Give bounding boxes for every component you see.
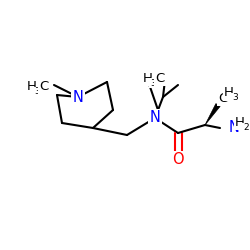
Text: C: C [156,72,164,85]
Text: N: N [228,120,239,136]
Text: H: H [235,116,245,128]
Text: H: H [27,80,37,94]
Text: N: N [150,110,160,126]
Text: N: N [72,90,84,104]
Text: C: C [218,92,228,104]
Text: 3: 3 [34,88,40,96]
Text: 3: 3 [232,94,238,102]
Polygon shape [205,104,220,125]
Text: 3: 3 [150,78,156,88]
Text: O: O [172,152,184,168]
Text: 2: 2 [243,124,249,132]
Text: C: C [40,80,48,94]
Text: H: H [224,86,234,100]
Text: H: H [143,72,153,85]
